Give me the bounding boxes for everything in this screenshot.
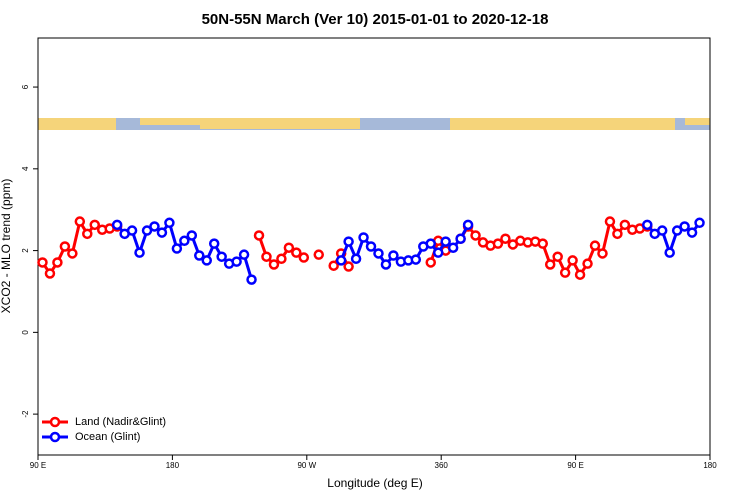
data-point [440,236,451,247]
data-point [74,216,86,227]
data-point [313,249,324,260]
data-point [664,247,675,258]
data-point [141,225,153,236]
legend-marker [49,416,61,428]
y-axis-label: XCO2 - MLO trend (ppm) [0,179,13,314]
data-point [179,235,190,247]
data-point [567,255,578,266]
data-point [149,221,160,232]
data-point [642,219,653,231]
data-point [612,228,623,240]
data-point [291,247,302,258]
data-point [328,260,339,271]
legend-marker [49,431,61,443]
y-tick-label: 6 [21,84,30,89]
data-point [343,236,354,247]
data-point [619,219,631,231]
data-point [134,247,145,258]
data-point [283,242,295,253]
data-point [52,257,63,268]
data-point [156,227,168,238]
data-point [111,219,123,231]
data-point [358,232,369,243]
data-point [380,259,392,270]
map-strip [38,118,710,130]
data-point [410,254,422,265]
data-point [59,241,71,252]
y-tick-label: 2 [21,248,30,253]
plot-frame [37,37,711,456]
x-tick-label: 360 [435,461,449,470]
data-point [604,216,616,227]
data-point [201,255,212,266]
legend-label: Land (Nadir&Glint) [75,416,166,428]
data-point [671,225,683,236]
x-tick-label: 180 [703,461,717,470]
data-point [582,258,593,269]
data-point [276,253,287,265]
data-point [253,230,265,241]
data-point [67,248,78,259]
data-point [694,217,705,229]
data-point [425,257,436,268]
data-point [492,238,504,249]
data-point [82,228,93,240]
data-point [171,243,183,254]
data-point [388,250,399,261]
x-tick-label: 90 E [567,461,583,470]
data-point [447,242,459,253]
data-point [335,255,347,266]
data-point [208,238,220,249]
data-point [231,256,242,267]
x-tick-label: 180 [166,461,180,470]
data-point [350,253,362,265]
x-axis-label: Longitude (deg E) [327,476,422,490]
data-point [89,219,100,231]
data-point [37,257,48,268]
chart-title: 50N-55N March (Ver 10) 2015-01-01 to 202… [202,11,549,28]
y-tick-label: 4 [21,166,30,171]
data-point [425,238,436,249]
legend-label: Ocean (Glint) [75,431,140,443]
data-point [462,219,474,231]
data-point [470,230,481,241]
data-point [537,238,548,249]
data-point [268,259,280,270]
y-tick-label: 0 [21,330,30,335]
data-point [246,274,257,285]
x-tick-label: 90 W [297,461,316,470]
data-point [574,269,586,280]
data-point [164,217,175,229]
x-tick-label: 90 E [30,461,46,470]
data-point [343,261,354,272]
y-tick-label: -2 [21,410,30,418]
data-point [552,251,563,262]
data-point [186,230,198,241]
data-point [365,241,377,252]
data-point [126,225,138,236]
data-point [686,227,698,238]
data-point [44,268,56,279]
data-point [261,251,272,262]
data-point [500,233,511,244]
data-point [238,249,250,260]
data-point [432,247,444,258]
data-point [597,248,608,259]
data-point [544,259,556,270]
data-point [559,267,571,278]
data-point [194,250,205,261]
data-point [455,233,466,244]
data-point [589,240,601,251]
data-point [679,221,690,232]
data-point [298,252,310,263]
data-point [373,248,384,259]
data-point [656,225,668,236]
data-point [216,251,227,262]
